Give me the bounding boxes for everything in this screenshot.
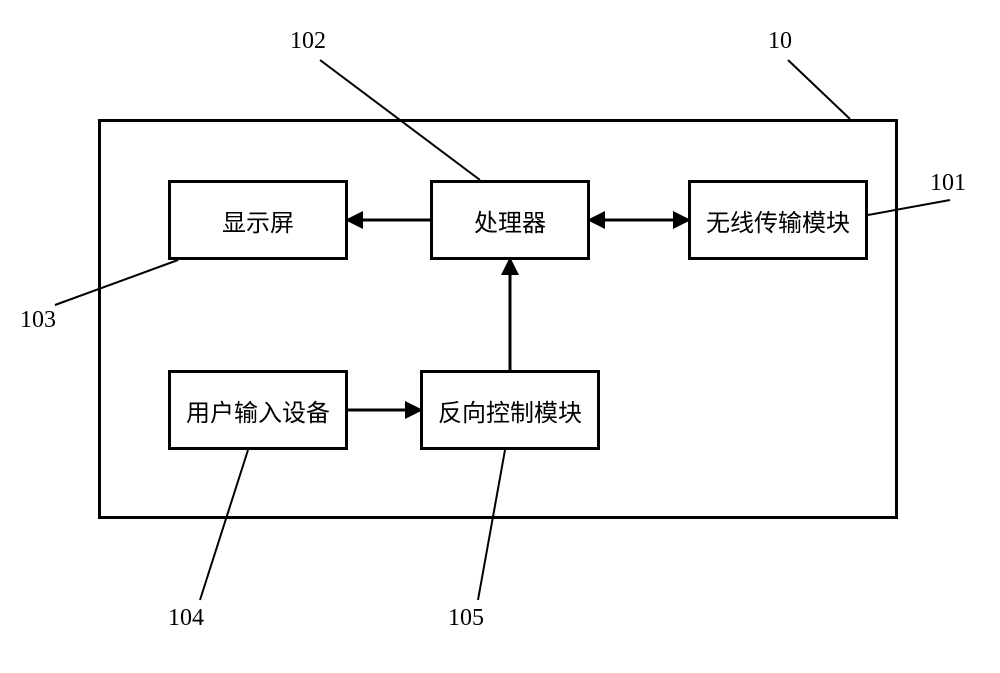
node-userinput-label: 用户输入设备 xyxy=(186,393,330,428)
node-display-label: 显示屏 xyxy=(222,203,294,238)
lead-line xyxy=(788,60,850,119)
node-display-screen: 显示屏 xyxy=(168,180,348,260)
ref-label-101: 101 xyxy=(930,170,966,197)
node-processor: 处理器 xyxy=(430,180,590,260)
ref-label-104: 104 xyxy=(168,605,204,632)
ref-label-105: 105 xyxy=(448,605,484,632)
diagram-canvas: 处理器 无线传输模块 显示屏 用户输入设备 反向控制模块 10 102 101 … xyxy=(0,0,1000,673)
ref-label-10: 10 xyxy=(768,28,792,55)
outer-container xyxy=(98,119,898,519)
node-wireless-module: 无线传输模块 xyxy=(688,180,868,260)
ref-label-102: 102 xyxy=(290,28,326,55)
node-wireless-label: 无线传输模块 xyxy=(706,203,850,238)
node-processor-label: 处理器 xyxy=(474,203,546,238)
node-reverse-label: 反向控制模块 xyxy=(438,393,582,428)
node-reverse-control-module: 反向控制模块 xyxy=(420,370,600,450)
node-user-input-device: 用户输入设备 xyxy=(168,370,348,450)
ref-label-103: 103 xyxy=(20,307,56,334)
